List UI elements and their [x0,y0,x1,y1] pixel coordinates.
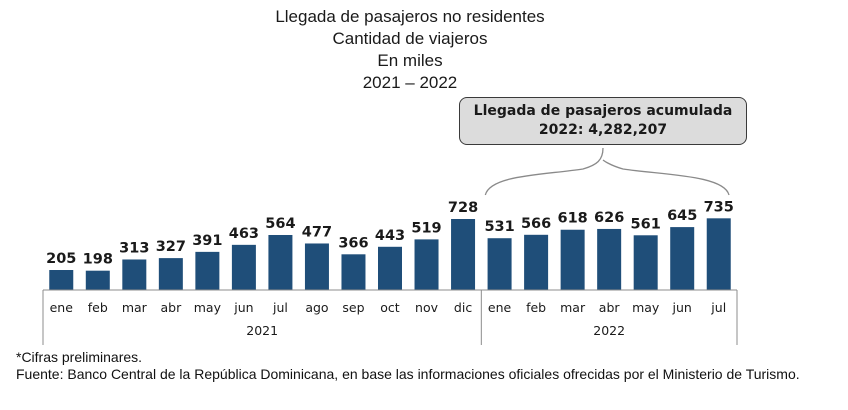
bar-0 [49,270,74,290]
category-tick-label-10: nov [415,300,439,315]
bar-10 [414,239,439,290]
category-tick-label-2: mar [122,300,148,315]
bar-17 [670,227,695,290]
data-label-4: 391 [192,233,222,249]
group-label-2021: 2021 [246,323,278,338]
bar-2 [122,259,147,290]
category-tick-label-9: oct [380,300,400,315]
data-label-17: 645 [667,208,697,224]
category-tick-label-18: jul [710,300,726,315]
category-tick-label-15: abr [599,300,621,315]
category-tick-label-11: dic [454,300,472,315]
data-label-12: 531 [484,219,514,235]
data-label-6: 564 [265,216,295,232]
bar-3 [158,258,183,290]
bar-15 [597,228,622,290]
data-label-11: 728 [448,200,478,216]
title-line-1: Llegada de pasajeros no residentes [275,7,545,26]
group-label-2022: 2022 [593,323,625,338]
bar-7 [304,243,329,290]
callout-line-1: Llegada de pasajeros acumulada [473,103,733,119]
bar-11 [451,219,476,290]
category-tick-label-16: may [632,300,660,315]
category-tick-label-0: ene [50,300,74,315]
bar-6 [268,234,293,290]
category-tick-label-3: abr [160,300,182,315]
title-line-3: En miles [377,51,443,70]
callout-bracket [484,147,730,196]
data-label-5: 463 [229,226,259,242]
bar-13 [524,234,549,290]
data-label-1: 198 [83,252,113,268]
cumulative-callout: Llegada de pasajeros acumulada 2022: 4,2… [459,97,747,145]
bar-1 [85,270,110,290]
source-note: Fuente: Banco Central de la República Do… [16,366,800,382]
data-label-10: 519 [411,220,441,236]
category-tick-label-17: jun [672,300,692,315]
category-tick-label-4: may [194,300,222,315]
category-tick-label-5: jun [233,300,253,315]
data-label-15: 626 [594,210,624,226]
data-label-13: 566 [521,216,551,232]
data-label-14: 618 [557,211,587,227]
bar-5 [231,244,256,290]
bar-14 [560,229,585,290]
callout-line-2: 2022: 4,282,207 [538,122,668,138]
bar-12 [487,238,512,290]
chart-footer: *Cifras preliminares. Fuente: Banco Cent… [16,349,846,383]
data-label-7: 477 [302,224,332,240]
data-label-3: 327 [156,239,186,255]
bar-8 [341,254,366,290]
footnote: *Cifras preliminares. [16,349,143,365]
bar-chart: 205 ene 198 feb 313 mar 327 abr 391 may 463 jun 564 j… [42,147,738,345]
data-label-8: 366 [338,235,368,251]
data-label-18: 735 [704,199,734,215]
title-line-2: Cantidad de viajeros [332,29,488,48]
category-tick-label-13: feb [526,300,546,315]
data-label-0: 205 [46,251,76,267]
bar-16 [633,235,658,290]
data-label-2: 313 [119,240,149,256]
data-label-9: 443 [375,228,405,244]
chart-title: Llegada de pasajeros no residentes Canti… [170,6,650,94]
category-tick-label-14: mar [560,300,586,315]
title-line-4: 2021 – 2022 [362,73,458,92]
category-tick-label-7: ago [305,300,328,315]
category-tick-label-12: ene [488,300,512,315]
bar-9 [378,246,402,290]
category-tick-label-1: feb [88,300,108,315]
category-tick-label-6: jul [272,300,288,315]
data-label-16: 561 [631,216,661,232]
category-tick-label-8: sep [342,300,364,315]
bar-18 [706,218,731,290]
bar-4 [195,251,220,290]
